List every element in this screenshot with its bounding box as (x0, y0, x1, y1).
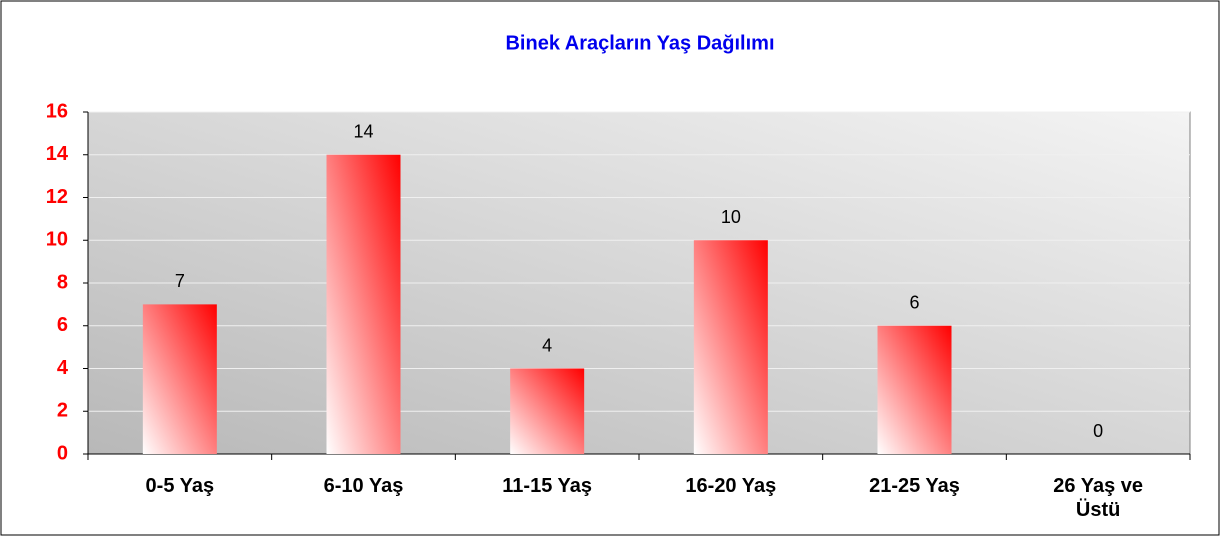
x-tick-label: 6-10 Yaş (323, 475, 404, 497)
x-tick-label: 26 Yaş ve Üstü (1053, 475, 1144, 521)
bar (877, 325, 952, 454)
value-label: 6 (909, 293, 919, 313)
y-tick-label: 14 (46, 143, 69, 165)
value-label: 10 (721, 207, 741, 227)
bar (510, 368, 585, 454)
y-tick-label: 16 (46, 100, 68, 122)
x-tick-label: 16-20 Yaş (685, 475, 777, 497)
value-label: 14 (353, 122, 373, 142)
value-label: 4 (542, 335, 552, 355)
chart-title: Binek Araçların Yaş Dağılımı (505, 32, 774, 54)
y-tick-label: 4 (57, 357, 69, 379)
value-label: 7 (175, 271, 185, 291)
x-tick-label: 0-5 Yaş (145, 475, 215, 497)
y-tick-label: 12 (46, 186, 68, 208)
bar (693, 240, 768, 454)
bar (142, 304, 217, 454)
x-tick-label: 11-15 Yaş (502, 475, 593, 497)
y-tick-label: 10 (46, 229, 68, 251)
y-tick-label: 8 (57, 271, 68, 293)
y-tick-label: 2 (57, 400, 68, 422)
bar (326, 154, 401, 454)
value-label: 0 (1093, 421, 1103, 441)
x-tick-label: 21-25 Yaş (869, 475, 960, 497)
y-tick-label: 0 (57, 442, 68, 464)
y-tick-label: 6 (57, 314, 68, 336)
